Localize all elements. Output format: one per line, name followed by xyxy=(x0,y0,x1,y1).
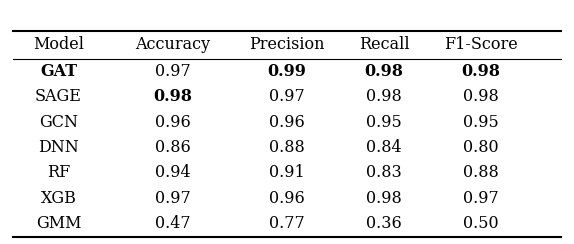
Text: 0.91: 0.91 xyxy=(269,164,305,181)
Text: SAGE: SAGE xyxy=(35,88,82,105)
Text: 0.88: 0.88 xyxy=(463,164,499,181)
Text: F1-Score: F1-Score xyxy=(444,36,518,53)
Text: 0.47: 0.47 xyxy=(155,215,191,232)
Text: 0.97: 0.97 xyxy=(463,190,499,206)
Text: 0.88: 0.88 xyxy=(269,139,305,156)
Text: GMM: GMM xyxy=(36,215,82,232)
Text: 0.80: 0.80 xyxy=(463,139,499,156)
Text: 0.86: 0.86 xyxy=(155,139,191,156)
Text: 0.99: 0.99 xyxy=(267,63,307,80)
Text: 0.98: 0.98 xyxy=(364,63,404,80)
Text: Precision: Precision xyxy=(249,36,325,53)
Text: 0.96: 0.96 xyxy=(269,190,305,206)
Text: GCN: GCN xyxy=(39,113,78,131)
Text: 0.94: 0.94 xyxy=(155,164,191,181)
Text: DNN: DNN xyxy=(38,139,79,156)
Text: 0.98: 0.98 xyxy=(461,63,501,80)
Text: 0.97: 0.97 xyxy=(155,63,191,80)
Text: 0.97: 0.97 xyxy=(155,190,191,206)
Text: 0.83: 0.83 xyxy=(366,164,402,181)
Text: RF: RF xyxy=(47,164,70,181)
Text: 0.95: 0.95 xyxy=(366,113,402,131)
Text: Accuracy: Accuracy xyxy=(135,36,210,53)
Text: 0.97: 0.97 xyxy=(269,88,305,105)
Text: 0.98: 0.98 xyxy=(366,88,402,105)
Text: Model: Model xyxy=(33,36,84,53)
Text: 0.98: 0.98 xyxy=(463,88,499,105)
Text: 0.95: 0.95 xyxy=(463,113,499,131)
Text: XGB: XGB xyxy=(41,190,76,206)
Text: 0.84: 0.84 xyxy=(366,139,402,156)
Text: 0.36: 0.36 xyxy=(366,215,402,232)
Text: 0.77: 0.77 xyxy=(269,215,305,232)
Text: GAT: GAT xyxy=(40,63,77,80)
Text: 0.98: 0.98 xyxy=(366,190,402,206)
Text: Recall: Recall xyxy=(359,36,409,53)
Text: 0.98: 0.98 xyxy=(153,88,192,105)
Text: 0.50: 0.50 xyxy=(463,215,499,232)
Text: 0.96: 0.96 xyxy=(155,113,191,131)
Text: 0.96: 0.96 xyxy=(269,113,305,131)
